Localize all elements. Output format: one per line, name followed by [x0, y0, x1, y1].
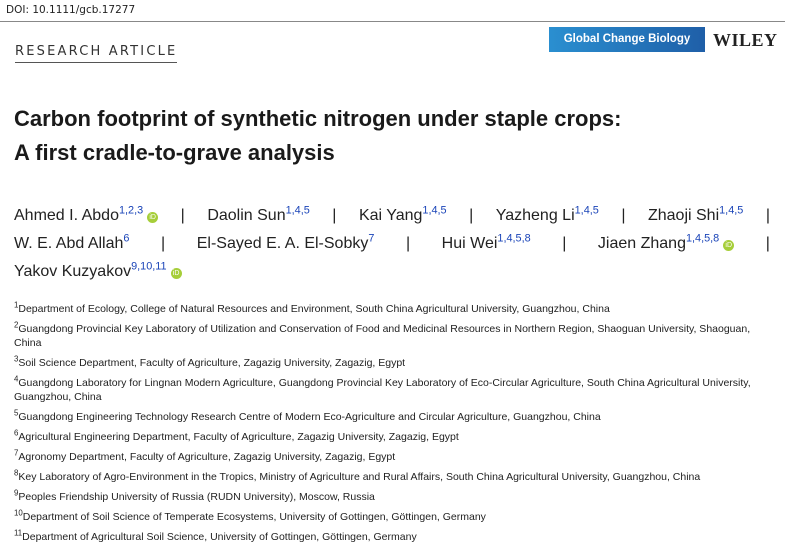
author: Daolin Sun1,4,5: [207, 204, 310, 225]
affiliation-number: 8: [14, 468, 19, 478]
affiliation-number: 7: [14, 448, 19, 458]
affiliation: 9Peoples Friendship University of Russia…: [14, 488, 774, 504]
author-affil: 1,4,5,8: [685, 232, 720, 245]
author-affil: 1,4,5: [285, 204, 310, 217]
affiliation-number: 10: [14, 508, 23, 518]
affiliation-number: 3: [14, 354, 19, 364]
journal-logo: Global Change Biology: [549, 27, 705, 52]
affiliation: 6Agricultural Engineering Department, Fa…: [14, 428, 774, 444]
affiliation: 11Department of Agricultural Soil Scienc…: [14, 528, 774, 544]
separator: |: [180, 207, 185, 224]
separator: |: [562, 235, 567, 252]
author: Hui Wei1,4,5,8: [441, 232, 531, 253]
separator: |: [765, 207, 770, 224]
affiliation-text: Soil Science Department, Faculty of Agri…: [18, 357, 406, 369]
affiliation-number: 1: [14, 300, 19, 310]
authors: Ahmed I. Abdo1,2,3iD | Daolin Sun1,4,5 | Kai…: [14, 202, 770, 286]
author-name: Kai Yang: [358, 207, 423, 224]
author-affil: 1,4,5: [719, 204, 744, 217]
affiliation-text: Key Laboratory of Agro-Environment in th…: [18, 471, 701, 483]
separator: |: [621, 207, 626, 224]
affiliation: 8Key Laboratory of Agro-Environment in t…: [14, 468, 774, 484]
title-line: Carbon footprint of synthetic nitrogen u…: [14, 106, 622, 131]
author-line: W. E. Abd Allah6 | El-Sayed E. A. El-Sobky…: [14, 230, 770, 258]
affiliation-text: Guangdong Laboratory for Lingnan Modern …: [14, 377, 751, 403]
author-affil: 6: [123, 232, 130, 245]
affiliation: 1Department of Ecology, College of Natur…: [14, 300, 774, 316]
affiliation-text: Department of Ecology, College of Natura…: [18, 303, 610, 315]
title-line: A first cradle-to-grave analysis: [14, 140, 335, 165]
affiliation-number: 6: [14, 428, 19, 438]
affiliation-text: Guangdong Engineering Technology Researc…: [18, 411, 601, 423]
author-affil: 7: [368, 232, 375, 245]
separator: |: [161, 235, 166, 252]
author: Zhaoji Shi1,4,5: [647, 204, 744, 225]
author: Jiaen Zhang1,4,5,8iD: [597, 232, 735, 253]
affiliation-text: Peoples Friendship University of Russia …: [18, 491, 375, 503]
affiliation-text: Agronomy Department, Faculty of Agricult…: [18, 451, 396, 463]
author-affil: 1,4,5: [422, 204, 447, 217]
separator: |: [469, 207, 474, 224]
affiliation-number: 4: [14, 374, 19, 384]
author: El-Sayed E. A. El-Sobky7: [196, 232, 375, 253]
affiliation-number: 9: [14, 488, 19, 498]
author: Yakov Kuzyakov9,10,11iD: [14, 260, 182, 281]
affiliation-number: 2: [14, 320, 19, 330]
author-name: Jiaen Zhang: [597, 235, 686, 252]
title: Carbon footprint of synthetic nitrogen u…: [14, 102, 621, 170]
author-name: Hui Wei: [441, 235, 498, 252]
affiliation: 5Guangdong Engineering Technology Resear…: [14, 408, 774, 424]
author-name: Daolin Sun: [207, 207, 286, 224]
rule: [0, 21, 785, 22]
author-line: Ahmed I. Abdo1,2,3iD | Daolin Sun1,4,5 | Kai…: [14, 202, 770, 230]
separator: |: [765, 235, 770, 252]
author: Kai Yang1,4,5: [358, 204, 447, 225]
author-affil: 9,10,11: [131, 260, 167, 273]
author: W. E. Abd Allah6: [14, 232, 130, 253]
affiliation: 3Soil Science Department, Faculty of Agr…: [14, 354, 774, 370]
affiliation: 7Agronomy Department, Faculty of Agricul…: [14, 448, 774, 464]
author-name: Zhaoji Shi: [647, 207, 720, 224]
author-name: W. E. Abd Allah: [14, 235, 124, 252]
affiliation-text: Department of Soil Science of Temperate …: [22, 511, 486, 523]
affiliation: 10Department of Soil Science of Temperat…: [14, 508, 774, 524]
orcid-icon: iD: [147, 212, 159, 223]
orcid-icon: iD: [170, 268, 182, 279]
author-name: Ahmed I. Abdo: [14, 207, 119, 224]
section-label: RESEARCH ARTICLE: [15, 44, 178, 63]
author-name: El-Sayed E. A. El-Sobky: [196, 235, 369, 252]
affiliations: 1Department of Ecology, College of Natur…: [14, 300, 774, 550]
doi: DOI: 10.1111/gcb.17277: [6, 4, 136, 16]
publisher-logo: WILEY: [713, 30, 778, 50]
author-affil: 1,4,5: [574, 204, 599, 217]
affiliation-number: 11: [14, 528, 23, 538]
affiliation: 4Guangdong Laboratory for Lingnan Modern…: [14, 374, 774, 404]
author: Ahmed I. Abdo1,2,3iD: [14, 204, 159, 225]
author-name: Yakov Kuzyakov: [14, 263, 132, 280]
separator: |: [405, 235, 411, 252]
affiliation: 2Guangdong Provincial Key Laboratory of …: [14, 320, 774, 350]
affiliation-text: Agricultural Engineering Department, Fac…: [18, 431, 459, 443]
author: Yazheng Li1,4,5: [495, 204, 599, 225]
author-name: Yazheng Li: [495, 207, 575, 224]
affiliation-number: 5: [14, 408, 19, 418]
affiliation-text: Guangdong Provincial Key Laboratory of U…: [14, 323, 751, 349]
orcid-icon: iD: [723, 240, 735, 251]
separator: |: [332, 207, 337, 224]
author-affil: 1,4,5,8: [497, 232, 531, 245]
affiliation-text: Department of Agricultural Soil Science,…: [22, 531, 417, 543]
author-affil: 1,2,3: [118, 204, 144, 217]
author-line: Yakov Kuzyakov9,10,11iD: [14, 258, 770, 286]
